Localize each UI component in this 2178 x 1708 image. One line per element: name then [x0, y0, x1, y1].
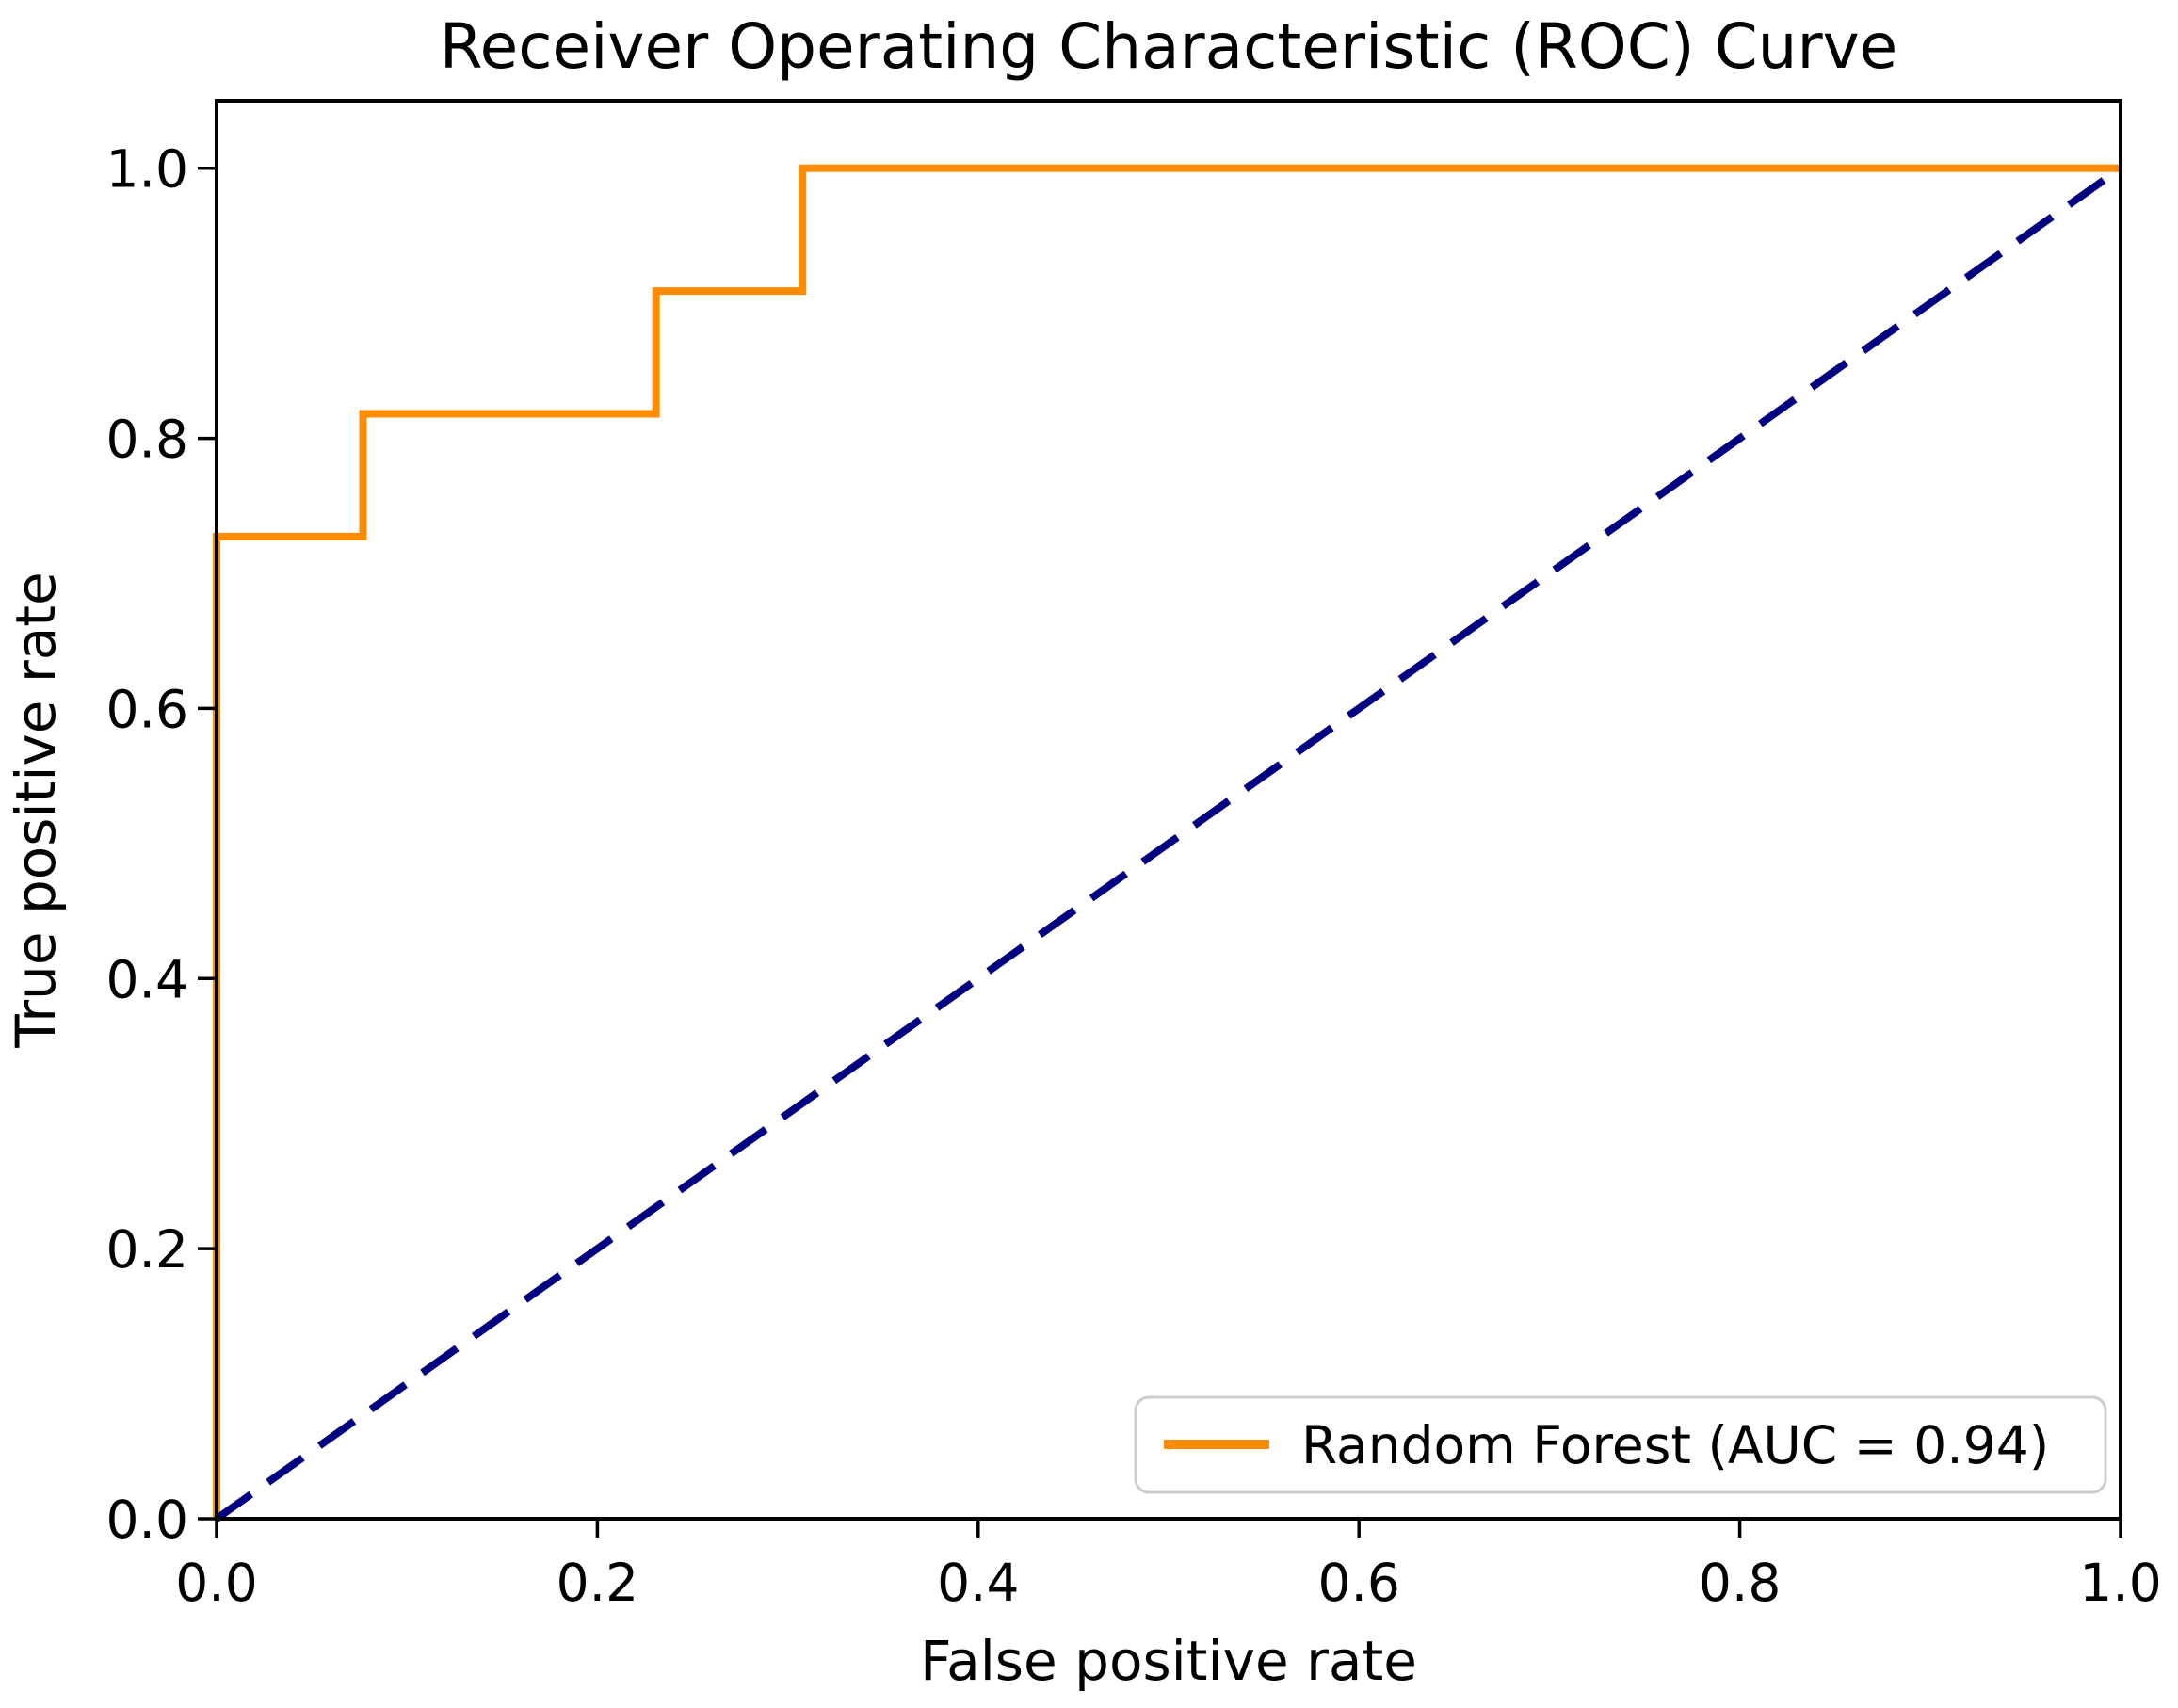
y-tick-label: 0.0 — [106, 1490, 188, 1550]
x-tick-label: 1.0 — [2079, 1553, 2161, 1613]
x-tick-label: 0.6 — [1317, 1553, 1399, 1613]
y-tick-label: 0.2 — [106, 1219, 188, 1280]
y-axis-label: True positive rate — [4, 572, 68, 1048]
axes-frame — [215, 99, 2122, 1521]
legend: Random Forest (AUC = 0.94) — [1134, 1395, 2107, 1494]
y-tick-label: 0.6 — [106, 679, 188, 739]
x-axis-label: False positive rate — [920, 1629, 1417, 1693]
legend-box — [1134, 1395, 2107, 1494]
chart-title: Receiver Operating Characteristic (ROC) … — [440, 10, 1898, 83]
x-tick-label: 0.2 — [557, 1553, 638, 1613]
y-tick-label: 0.8 — [106, 410, 188, 470]
tick-layer: 0.0 0.2 0.4 0.6 0.8 1.0 0.0 0.2 0.4 0.6 0.8 1.0 — [106, 139, 2162, 1613]
y-tick-label: 1.0 — [106, 139, 188, 200]
legend-label: Random Forest (AUC = 0.94) — [1301, 1415, 2049, 1475]
x-tick-label: 0.8 — [1699, 1553, 1781, 1613]
chance-diagonal-line — [214, 165, 2123, 1523]
roc-curve-line — [213, 164, 2121, 1519]
series-layer — [213, 164, 2123, 1523]
y-tick-label: 0.4 — [106, 949, 188, 1009]
x-tick-label: 0.0 — [175, 1553, 257, 1613]
x-tick-label: 0.4 — [937, 1553, 1019, 1613]
